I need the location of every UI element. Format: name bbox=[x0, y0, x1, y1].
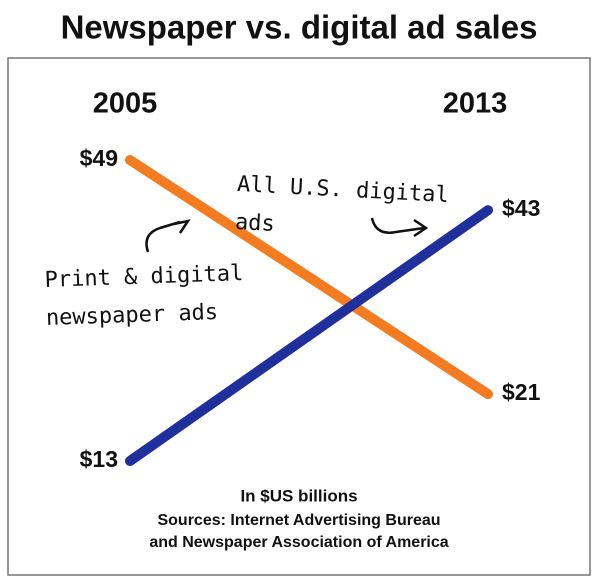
series-line bbox=[125, 205, 493, 466]
value-label: $43 bbox=[502, 195, 540, 221]
arrow bbox=[145, 220, 181, 253]
value-label: $13 bbox=[80, 446, 118, 472]
chart-title: Newspaper vs. digital ad sales bbox=[61, 9, 538, 46]
arrow-head bbox=[173, 219, 191, 234]
category-label: 2013 bbox=[443, 88, 508, 120]
frame bbox=[7, 57, 591, 576]
series-annotation: Print & digital newspaper ads bbox=[44, 261, 244, 331]
plot: 2005 2013 $49 $21 $13 $43 bbox=[80, 88, 541, 472]
value-label: $21 bbox=[502, 379, 541, 405]
source: and Newspaper Association of America bbox=[149, 534, 448, 551]
series-line bbox=[125, 155, 493, 400]
source: Sources: Internet Advertising Bureau bbox=[157, 512, 440, 529]
series-name: Print & digital newspaper ads bbox=[44, 261, 244, 331]
arrow-head bbox=[413, 218, 429, 238]
note: In $US billions bbox=[240, 486, 357, 505]
series-annotation: All U.S. digital ads bbox=[234, 171, 450, 237]
series-name: All U.S. digital ads bbox=[234, 171, 450, 237]
category-label: 2005 bbox=[93, 88, 158, 120]
value-label: $49 bbox=[80, 145, 118, 171]
arrow bbox=[370, 217, 425, 234]
